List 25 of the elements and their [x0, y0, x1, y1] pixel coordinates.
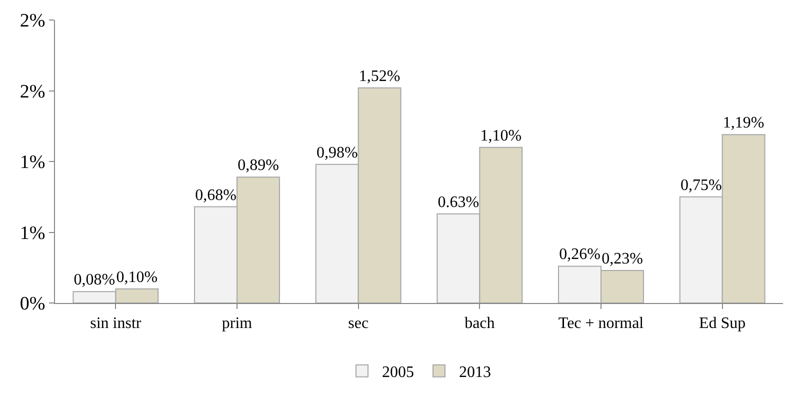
x-tick-label: Ed Sup [698, 315, 746, 332]
data-label: 0,08% [74, 272, 116, 289]
y-tick-label: 1% [20, 222, 46, 244]
data-label: 0.63% [438, 194, 480, 211]
y-tick-label: 2% [20, 10, 46, 32]
data-label: 0,68% [195, 186, 236, 204]
data-label: 0,89% [238, 157, 279, 174]
data-label: 1,19% [722, 114, 764, 132]
data-label: 1,10% [480, 127, 522, 144]
data-label: 0,26% [559, 246, 600, 264]
x-tick-label: sin instr [90, 315, 142, 332]
x-tick-label: bach [464, 315, 495, 332]
data-label: 0,10% [116, 268, 158, 286]
y-tick-label: 0% [20, 294, 46, 315]
data-label: 1,52% [358, 68, 400, 85]
x-tick-label: Tec + normal [558, 315, 644, 332]
y-tick-label: 2% [20, 81, 46, 102]
data-label: 0,98% [316, 144, 358, 162]
data-label: 0,23% [602, 250, 643, 268]
legend-label: 2013 [459, 364, 491, 382]
data-label: 0,75% [680, 176, 722, 194]
x-tick-label: prim [222, 315, 253, 332]
y-tick-label: 1% [20, 152, 46, 174]
legend-label: 2005 [382, 364, 414, 382]
x-tick-label: sec [348, 315, 369, 332]
